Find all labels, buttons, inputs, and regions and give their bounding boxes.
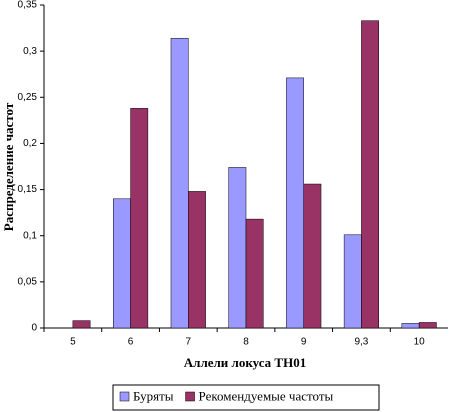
bar [303, 183, 322, 329]
x-tick-label: 8 [243, 337, 249, 348]
y-axis-title: Распределение частот [1, 102, 16, 231]
x-tick-label: 7 [186, 337, 192, 348]
y-tick-label: 0,1 [23, 230, 37, 241]
bar [72, 320, 91, 329]
y-tick-label: 0,15 [18, 184, 38, 195]
y-tick-label: 0,25 [18, 92, 38, 103]
bar [361, 20, 379, 329]
bar [245, 218, 264, 329]
bar [170, 37, 189, 329]
x-tick-label: 9 [301, 337, 307, 348]
x-axis-title: Аллели локуса ТН01 [184, 355, 306, 370]
y-tick-label: 0,35 [18, 0, 38, 11]
bar [228, 167, 247, 329]
y-tick-label: 0,3 [23, 46, 37, 57]
bar [130, 108, 149, 329]
legend-label: Буряты [133, 388, 174, 403]
y-tick-label: 0,2 [23, 138, 37, 149]
bar [401, 323, 420, 329]
legend-swatch [119, 391, 130, 402]
x-tick-label: 9,3 [354, 337, 368, 348]
bar [113, 198, 131, 329]
x-tick-label: 6 [128, 337, 134, 348]
x-tick-label: 5 [70, 337, 76, 348]
bar [343, 234, 362, 329]
bar [286, 77, 304, 329]
legend-box [112, 384, 380, 411]
legend-label: Рекомендуемые частоты [199, 388, 334, 403]
y-tick-label: 0 [31, 323, 37, 334]
bar [418, 322, 437, 329]
legend-swatch [185, 391, 195, 402]
x-tick-label: 10 [414, 337, 426, 348]
bar [188, 191, 206, 329]
y-tick-label: 0,05 [18, 276, 38, 287]
